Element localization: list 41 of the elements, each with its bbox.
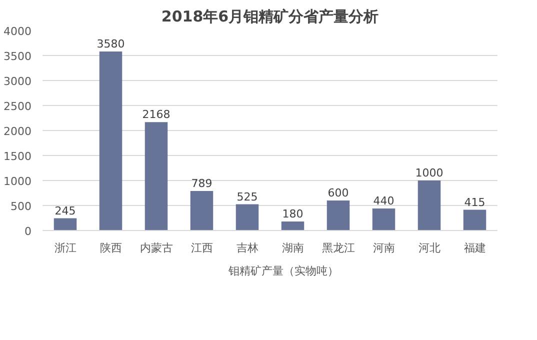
x-tick-label: 河南 xyxy=(372,242,395,254)
bar xyxy=(281,222,304,230)
x-tick-label: 河北 xyxy=(418,242,440,254)
y-tick-label: 1000 xyxy=(4,175,32,188)
data-label: 245 xyxy=(54,204,76,218)
y-tick-label: 4000 xyxy=(4,25,32,38)
data-label: 3580 xyxy=(96,38,125,50)
y-tick-label: 2500 xyxy=(4,100,32,113)
data-label: 415 xyxy=(464,196,486,209)
bar xyxy=(418,180,441,230)
data-label: 600 xyxy=(328,186,349,200)
data-label: 1000 xyxy=(415,166,444,180)
x-tick-label: 福建 xyxy=(464,242,486,254)
y-tick-label: 3500 xyxy=(4,50,32,63)
bar xyxy=(463,210,486,230)
text: 钼精矿产量（实物吨） xyxy=(228,264,338,278)
data-label: 789 xyxy=(191,177,212,190)
bar xyxy=(144,122,168,230)
x-tick-label: 湖南 xyxy=(282,242,304,254)
y-tick-label: 1500 xyxy=(4,150,32,163)
x-tick-label: 陕西 xyxy=(100,242,122,254)
bar xyxy=(372,208,396,230)
bar xyxy=(236,204,259,230)
x-tick-label: 浙江 xyxy=(54,242,76,254)
bar xyxy=(326,200,350,230)
data-label: 2168 xyxy=(142,108,170,122)
y-tick-label: 500 xyxy=(10,200,32,213)
bar xyxy=(54,218,77,230)
x-tick-label: 吉林 xyxy=(236,242,258,254)
y-tick-label: 2000 xyxy=(4,125,32,138)
y-tick-label: 0 xyxy=(24,225,32,238)
chart-title: 2018年6月钼精矿分省产量分析 xyxy=(161,8,379,26)
bar xyxy=(190,191,214,230)
data-label: 180 xyxy=(282,208,304,220)
data-label: 440 xyxy=(373,194,394,208)
data-label: 525 xyxy=(236,190,258,204)
x-tick-label: 江西 xyxy=(190,242,213,254)
x-tick-label: 内蒙古 xyxy=(140,242,173,254)
x-tick-label: 黑龙江 xyxy=(322,242,355,254)
bar xyxy=(99,52,122,230)
y-tick-label: 3000 xyxy=(4,75,32,88)
